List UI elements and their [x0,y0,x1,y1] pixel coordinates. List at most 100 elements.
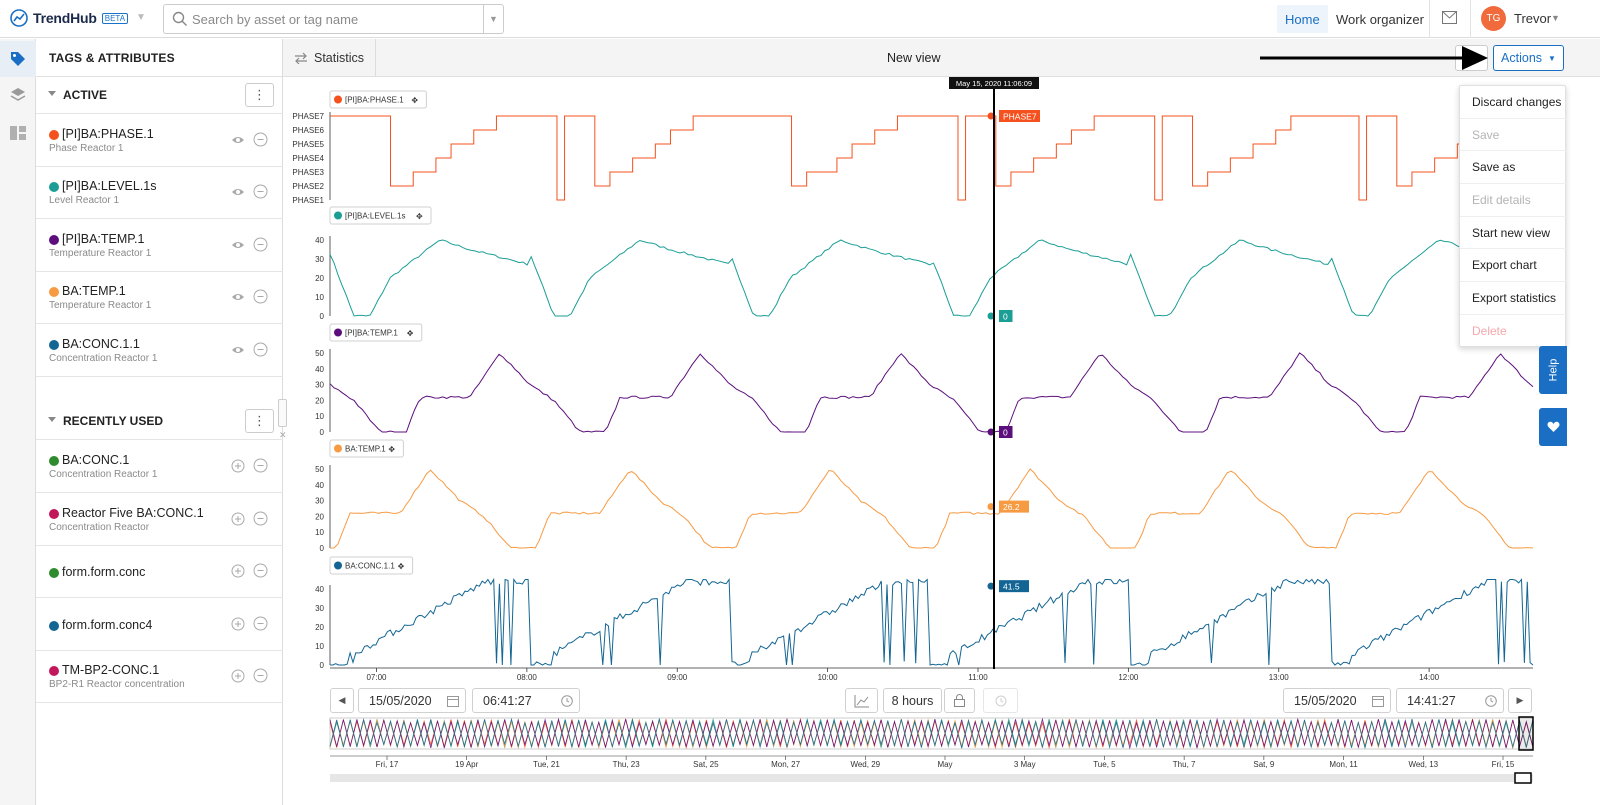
collapse-triangle-icon[interactable] [48,417,56,422]
rail-layers-button[interactable] [0,77,36,113]
menu-item-save-as[interactable]: Save as [1460,151,1567,185]
add-circle-icon[interactable] [231,512,245,526]
y-tick-label: 40 [315,236,324,245]
recent-section-header[interactable]: RECENTLY USED ⋮ [36,403,283,440]
add-circle-icon[interactable] [231,459,245,473]
start-time-field[interactable]: 06:41:27 [472,688,580,713]
help-tab[interactable]: Help [1539,346,1567,394]
lock-range-button[interactable] [944,688,975,713]
y-tick-label: 40 [315,585,324,594]
remove-circle-icon[interactable] [253,511,268,526]
panel-resize-handle[interactable] [278,399,287,427]
series-line [330,577,1534,666]
rail-dashboard-button[interactable] [0,115,36,151]
trend-chart[interactable]: [PI]BA:PHASE.1 ✥ PHASE7 PHASE6 PHASE5 PHASE4 P… [283,77,1573,805]
tag-description: BP2-R1 Reactor concentration [49,679,185,691]
clock-icon[interactable] [561,695,573,707]
remove-circle-icon[interactable] [253,237,268,252]
search-dropdown-chevron-icon[interactable]: ▼ [483,5,503,33]
navigator-tick-label: Sat, 25 [693,760,719,769]
add-circle-icon[interactable] [231,669,245,683]
annotation-arrow-icon [1260,46,1488,70]
recent-section-menu-button[interactable]: ⋮ [245,409,274,433]
end-date-field[interactable]: 15/05/2020 [1283,688,1391,713]
series-chip [329,439,404,458]
tag-name: BA:CONC.1 [62,453,130,467]
mail-icon[interactable] [1442,11,1457,24]
panel-close-icon[interactable]: ✕ [279,430,287,440]
active-section-menu-button[interactable]: ⋮ [245,83,274,107]
active-section-header[interactable]: ACTIVE ⋮ [36,77,283,114]
tag-row[interactable]: TM-BP2-CONC.1 BP2-R1 Reactor concentratio… [36,650,283,704]
eye-icon[interactable] [231,133,245,147]
y-tick-label: 10 [315,293,324,302]
history-button[interactable] [983,688,1018,713]
cursor-value-label: 26.2 [1003,502,1020,512]
tag-row[interactable]: form.form.conc4 [36,598,283,651]
tag-row[interactable]: [PI]BA:PHASE.1 Phase Reactor 1 [36,114,283,167]
menu-item-export-chart[interactable]: Export chart [1460,250,1567,283]
tag-color-dot [49,620,59,631]
app-switcher-chevron-icon[interactable]: ▼ [136,12,146,23]
y-tick-label: 40 [315,481,324,490]
add-circle-icon[interactable] [231,617,245,631]
tag-row[interactable]: [PI]BA:TEMP.1 Temperature Reactor 1 [36,219,283,272]
calendar-icon[interactable] [1372,695,1384,707]
menu-item-export-statistics[interactable]: Export statistics [1460,282,1567,315]
time-forward-button[interactable]: ▶ [1508,688,1532,713]
user-name[interactable]: Trevor [1514,11,1552,26]
collapse-triangle-icon[interactable] [48,91,56,96]
rail-tags-button[interactable] [0,41,36,77]
tag-row[interactable]: BA:TEMP.1 Temperature Reactor 1 [36,271,283,325]
eye-icon[interactable] [231,343,245,357]
tag-row[interactable]: Reactor Five BA:CONC.1 Concentration Reac… [36,493,283,546]
add-circle-icon[interactable] [231,564,245,578]
remove-circle-icon[interactable] [253,184,268,199]
tag-name: Reactor Five BA:CONC.1 [62,505,204,520]
menu-item-discard-changes[interactable]: Discard changes [1460,86,1567,119]
tag-row[interactable]: form.form.conc [36,545,283,599]
remove-circle-icon[interactable] [253,289,268,304]
menu-item-start-new-view[interactable]: Start new view [1460,217,1567,250]
tag-row[interactable]: BA:CONC.1.1 Concentration Reactor 1 [36,324,283,377]
eye-icon[interactable] [231,185,245,199]
clock-icon[interactable] [1485,695,1497,707]
move-icon: ✥ [407,329,414,338]
statistics-button[interactable]: Statistics [283,39,376,77]
duration-field[interactable]: 8 hours [883,688,942,713]
tag-row[interactable]: BA:CONC.1 Concentration Reactor 1 [36,440,283,493]
actions-button[interactable]: Actions ▼ [1493,45,1564,71]
start-time-value: 06:41:27 [483,693,532,708]
eye-icon[interactable] [231,290,245,304]
remove-circle-icon[interactable] [253,668,268,683]
app-logo[interactable]: TrendHub BETA [10,9,129,27]
search-input[interactable] [192,11,482,27]
tag-row[interactable]: [PI]BA:LEVEL.1s Level Reactor 1 [36,166,283,220]
series-chip [329,323,423,342]
chart-mode-button[interactable] [845,688,878,713]
navigator-tick-label: Tue, 5 [1093,760,1116,769]
start-date-field[interactable]: 15/05/2020 [358,688,466,713]
series-chip-label: [PI]BA:PHASE.1 [345,96,404,105]
user-menu-chevron-icon[interactable]: ▼ [1551,13,1560,23]
tag-color-dot [49,234,59,245]
feedback-tab[interactable] [1539,408,1567,446]
y-tick-label: PHASE4 [292,154,324,163]
remove-circle-icon[interactable] [253,132,268,147]
navigator-selection [1518,716,1534,751]
remove-circle-icon[interactable] [253,563,268,578]
avatar[interactable]: TG [1481,6,1506,31]
calendar-icon[interactable] [447,695,459,707]
remove-circle-icon[interactable] [253,616,268,631]
navigator-tick-label: Mon, 11 [1329,760,1358,769]
cursor-point [987,428,995,436]
remove-circle-icon[interactable] [253,458,268,473]
nav-work-organizer[interactable]: Work organizer [1336,11,1424,27]
end-time-field[interactable]: 14:41:27 [1396,688,1504,713]
remove-circle-icon[interactable] [253,342,268,357]
nav-home[interactable]: Home [1277,5,1328,33]
y-tick-label: 30 [315,497,324,506]
time-back-button[interactable]: ◀ [330,688,354,713]
eye-icon[interactable] [231,238,245,252]
view-title[interactable]: New view [887,51,941,65]
